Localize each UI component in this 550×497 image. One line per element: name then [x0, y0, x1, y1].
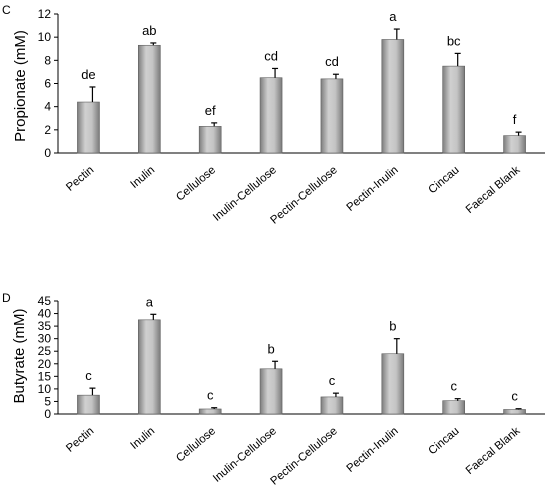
y-tick-label: 0	[44, 146, 51, 160]
significance-label: b	[267, 341, 274, 356]
bar	[77, 394, 100, 415]
bar	[503, 409, 526, 415]
x-tick-label: Pectin-Inulin	[345, 164, 401, 214]
significance-label: c	[450, 379, 457, 394]
bar	[381, 39, 405, 154]
y-tick-label: 40	[38, 307, 52, 321]
x-tick-label: Pectin	[64, 164, 96, 194]
bar	[198, 126, 222, 154]
y-tick-label: 15	[38, 369, 52, 383]
x-tick-label: Inulin-Cellulose	[211, 164, 279, 224]
x-tick-label: Cincau	[426, 425, 461, 457]
significance-label: a	[146, 294, 154, 309]
x-tick-label: Cellulose	[174, 425, 218, 465]
y-tick-label: 6	[44, 77, 51, 91]
bar	[442, 400, 465, 415]
x-tick-label: Cellulose	[174, 164, 218, 204]
x-tick-label: Pectin	[64, 425, 96, 455]
y-tick-label: 30	[38, 332, 52, 346]
significance-label: b	[389, 319, 396, 334]
significance-label: ab	[142, 23, 156, 38]
significance-label: c	[329, 373, 336, 388]
y-tick-label: 10	[38, 382, 52, 396]
bar	[259, 368, 283, 415]
x-tick-label: Pectin-Cellulose	[268, 164, 339, 227]
y-tick-label: 35	[38, 319, 52, 333]
significance-label: a	[389, 9, 397, 24]
y-axis-label-propionate: Propionate (mM)	[12, 30, 29, 142]
significance-label: f	[513, 112, 517, 127]
y-tick-label: 0	[44, 407, 51, 421]
bar	[259, 77, 283, 154]
bar	[198, 408, 222, 415]
significance-label: bc	[447, 33, 461, 48]
x-tick-label: Inulin	[128, 164, 157, 191]
chart-panel-c: 0 2 4 6 8 10 12 de Pectin ab Inulin ef Cellulose cd In…	[38, 7, 545, 227]
x-tick-label: Faecal Blank	[464, 164, 523, 216]
significance-label: cd	[325, 54, 339, 69]
panel-letter-c: C	[2, 3, 11, 17]
y-tick-label: 8	[44, 53, 51, 67]
significance-label: de	[81, 67, 95, 82]
significance-label: ef	[205, 103, 216, 118]
y-tick-label: 45	[38, 294, 52, 308]
significance-label: cd	[264, 48, 278, 63]
y-tick-label: 4	[44, 100, 51, 114]
bar	[320, 78, 344, 154]
y-tick-label: 5	[44, 394, 51, 408]
panel-letter-d: D	[2, 291, 11, 305]
x-tick-label: Cincau	[426, 164, 461, 196]
x-tick-label: Inulin-Cellulose	[211, 425, 279, 485]
y-tick-label: 20	[38, 357, 52, 371]
bar	[138, 319, 161, 415]
bar	[138, 44, 161, 154]
significance-label: c	[511, 389, 518, 404]
x-tick-label: Pectin-Inulin	[345, 425, 401, 475]
x-tick-label: Faecal Blank	[464, 425, 523, 477]
bar	[503, 135, 526, 154]
x-tick-label: Pectin-Cellulose	[268, 425, 339, 488]
y-tick-label: 10	[38, 30, 52, 44]
y-tick-label: 12	[38, 7, 52, 21]
significance-label: c	[85, 368, 92, 383]
x-tick-label: Inulin	[128, 425, 157, 452]
y-axis-label-butyrate: Butyrate (mM)	[11, 308, 28, 403]
bar	[442, 65, 465, 154]
significance-label: c	[207, 388, 214, 403]
y-tick-label: 2	[44, 123, 51, 137]
bar	[77, 101, 100, 154]
bar	[381, 353, 405, 415]
bar	[320, 396, 344, 415]
y-tick-label: 25	[38, 344, 52, 358]
